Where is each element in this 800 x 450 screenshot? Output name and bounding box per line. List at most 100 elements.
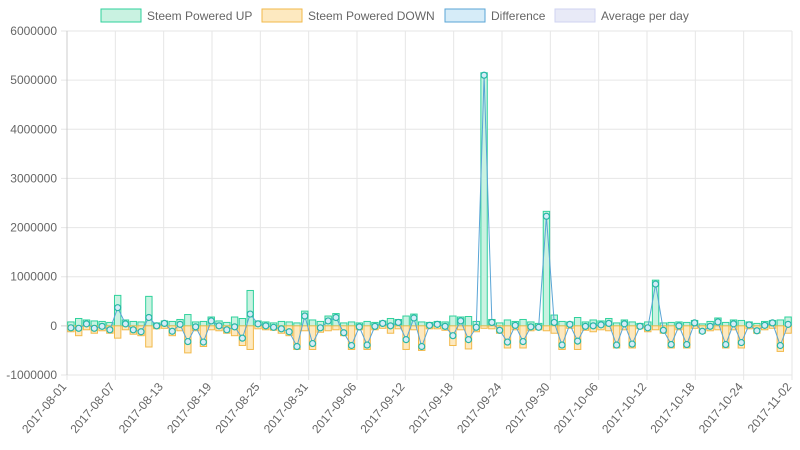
x-tick-label: 2017-11-02 <box>745 380 795 436</box>
bar-up <box>480 72 488 327</box>
difference-point <box>106 326 114 334</box>
bar-down <box>207 325 215 331</box>
difference-point <box>768 319 777 327</box>
difference-point <box>659 326 667 334</box>
legend-item-down[interactable]: Steem Powered DOWN <box>261 8 435 23</box>
bar-up <box>573 317 582 327</box>
bar-up <box>129 320 137 327</box>
difference-point <box>176 320 184 328</box>
bar-down <box>113 325 122 339</box>
difference-point <box>386 322 395 330</box>
difference-point <box>90 324 98 332</box>
difference-point <box>371 322 379 330</box>
difference-line <box>70 75 789 349</box>
difference-point <box>168 327 176 335</box>
y-tick-label: -1000000 <box>6 368 57 382</box>
bar-up <box>184 314 192 327</box>
difference-point <box>651 280 660 288</box>
x-tick-label: 2017-08-07 <box>67 380 117 436</box>
bar-up <box>137 321 145 327</box>
difference-point <box>207 317 215 325</box>
y-tick-label: 4000000 <box>10 122 57 136</box>
difference-point <box>82 320 91 328</box>
difference-point <box>379 319 387 327</box>
x-tick-label: 2017-10-12 <box>599 380 649 436</box>
difference-point <box>449 332 457 340</box>
y-axis: -1000000 0 1000000 2000000 3000000 4000000 500… <box>6 24 57 382</box>
difference-point <box>285 328 293 336</box>
y-tick-label: 6000000 <box>10 24 57 38</box>
bar-up <box>449 315 457 327</box>
difference-point <box>605 319 613 327</box>
x-tick-label: 2017-10-24 <box>696 380 746 436</box>
bar-down <box>324 325 332 332</box>
bar-up <box>199 320 208 327</box>
difference-point <box>589 322 597 330</box>
legend-label-average: Average per day <box>601 9 689 23</box>
difference-point <box>464 336 473 344</box>
bar-up <box>418 321 426 327</box>
difference-point <box>145 313 153 322</box>
difference-point <box>714 318 722 326</box>
bar-up <box>667 321 675 327</box>
difference-point <box>527 323 535 331</box>
difference-point <box>636 322 644 330</box>
bar-up <box>722 321 730 327</box>
y-tick-label: 1000000 <box>10 270 57 284</box>
legend-swatch-up <box>100 8 142 23</box>
difference-point <box>160 319 169 327</box>
difference-point <box>472 323 480 331</box>
legend-item-difference[interactable]: Difference <box>444 8 546 23</box>
legend-item-average[interactable]: Average per day <box>554 8 689 23</box>
difference-point <box>363 341 371 349</box>
difference-point <box>184 337 192 346</box>
difference-point <box>98 322 106 330</box>
x-tick-label: 2017-09-24 <box>454 380 504 436</box>
y-tick-label: 3000000 <box>10 171 57 185</box>
difference-point <box>425 321 434 329</box>
bar-up <box>628 321 636 327</box>
bar-up <box>402 315 410 327</box>
x-tick-label: 2017-08-25 <box>212 380 262 436</box>
bar-up <box>277 320 286 327</box>
series-difference <box>67 71 792 351</box>
difference-point <box>667 340 675 349</box>
difference-point <box>418 342 426 351</box>
difference-point <box>612 341 621 349</box>
difference-point <box>698 327 706 335</box>
difference-point <box>558 341 566 349</box>
legend-item-up[interactable]: Steem Powered UP <box>100 8 252 23</box>
difference-point <box>199 338 208 346</box>
x-tick-label: 2017-08-31 <box>261 380 311 436</box>
difference-point <box>581 322 590 330</box>
difference-point <box>745 321 753 329</box>
difference-point <box>75 324 83 332</box>
difference-point <box>753 327 761 335</box>
difference-point <box>308 339 317 348</box>
bar-up <box>285 321 293 327</box>
difference-point <box>488 318 496 327</box>
difference-point <box>316 324 324 332</box>
difference-point <box>293 342 301 351</box>
bar-up <box>558 320 566 327</box>
difference-point <box>137 328 145 336</box>
difference-point <box>262 322 270 330</box>
bar-up <box>168 320 176 327</box>
series-down-bars <box>67 325 792 354</box>
difference-point <box>784 320 792 328</box>
bar-up <box>363 320 371 327</box>
x-tick-label: 2017-09-12 <box>357 380 407 436</box>
difference-point <box>519 337 527 346</box>
difference-point <box>269 323 278 331</box>
difference-point <box>457 317 465 325</box>
bar-down <box>488 325 496 330</box>
difference-point <box>129 326 137 334</box>
difference-point <box>347 341 356 350</box>
bar-up <box>519 318 527 327</box>
y-tick-label: 0 <box>50 319 57 333</box>
bar-down <box>542 325 551 332</box>
bar-down <box>776 325 785 352</box>
x-tick-label: 2017-09-06 <box>309 380 359 436</box>
difference-point <box>67 324 75 332</box>
difference-point <box>402 336 410 344</box>
